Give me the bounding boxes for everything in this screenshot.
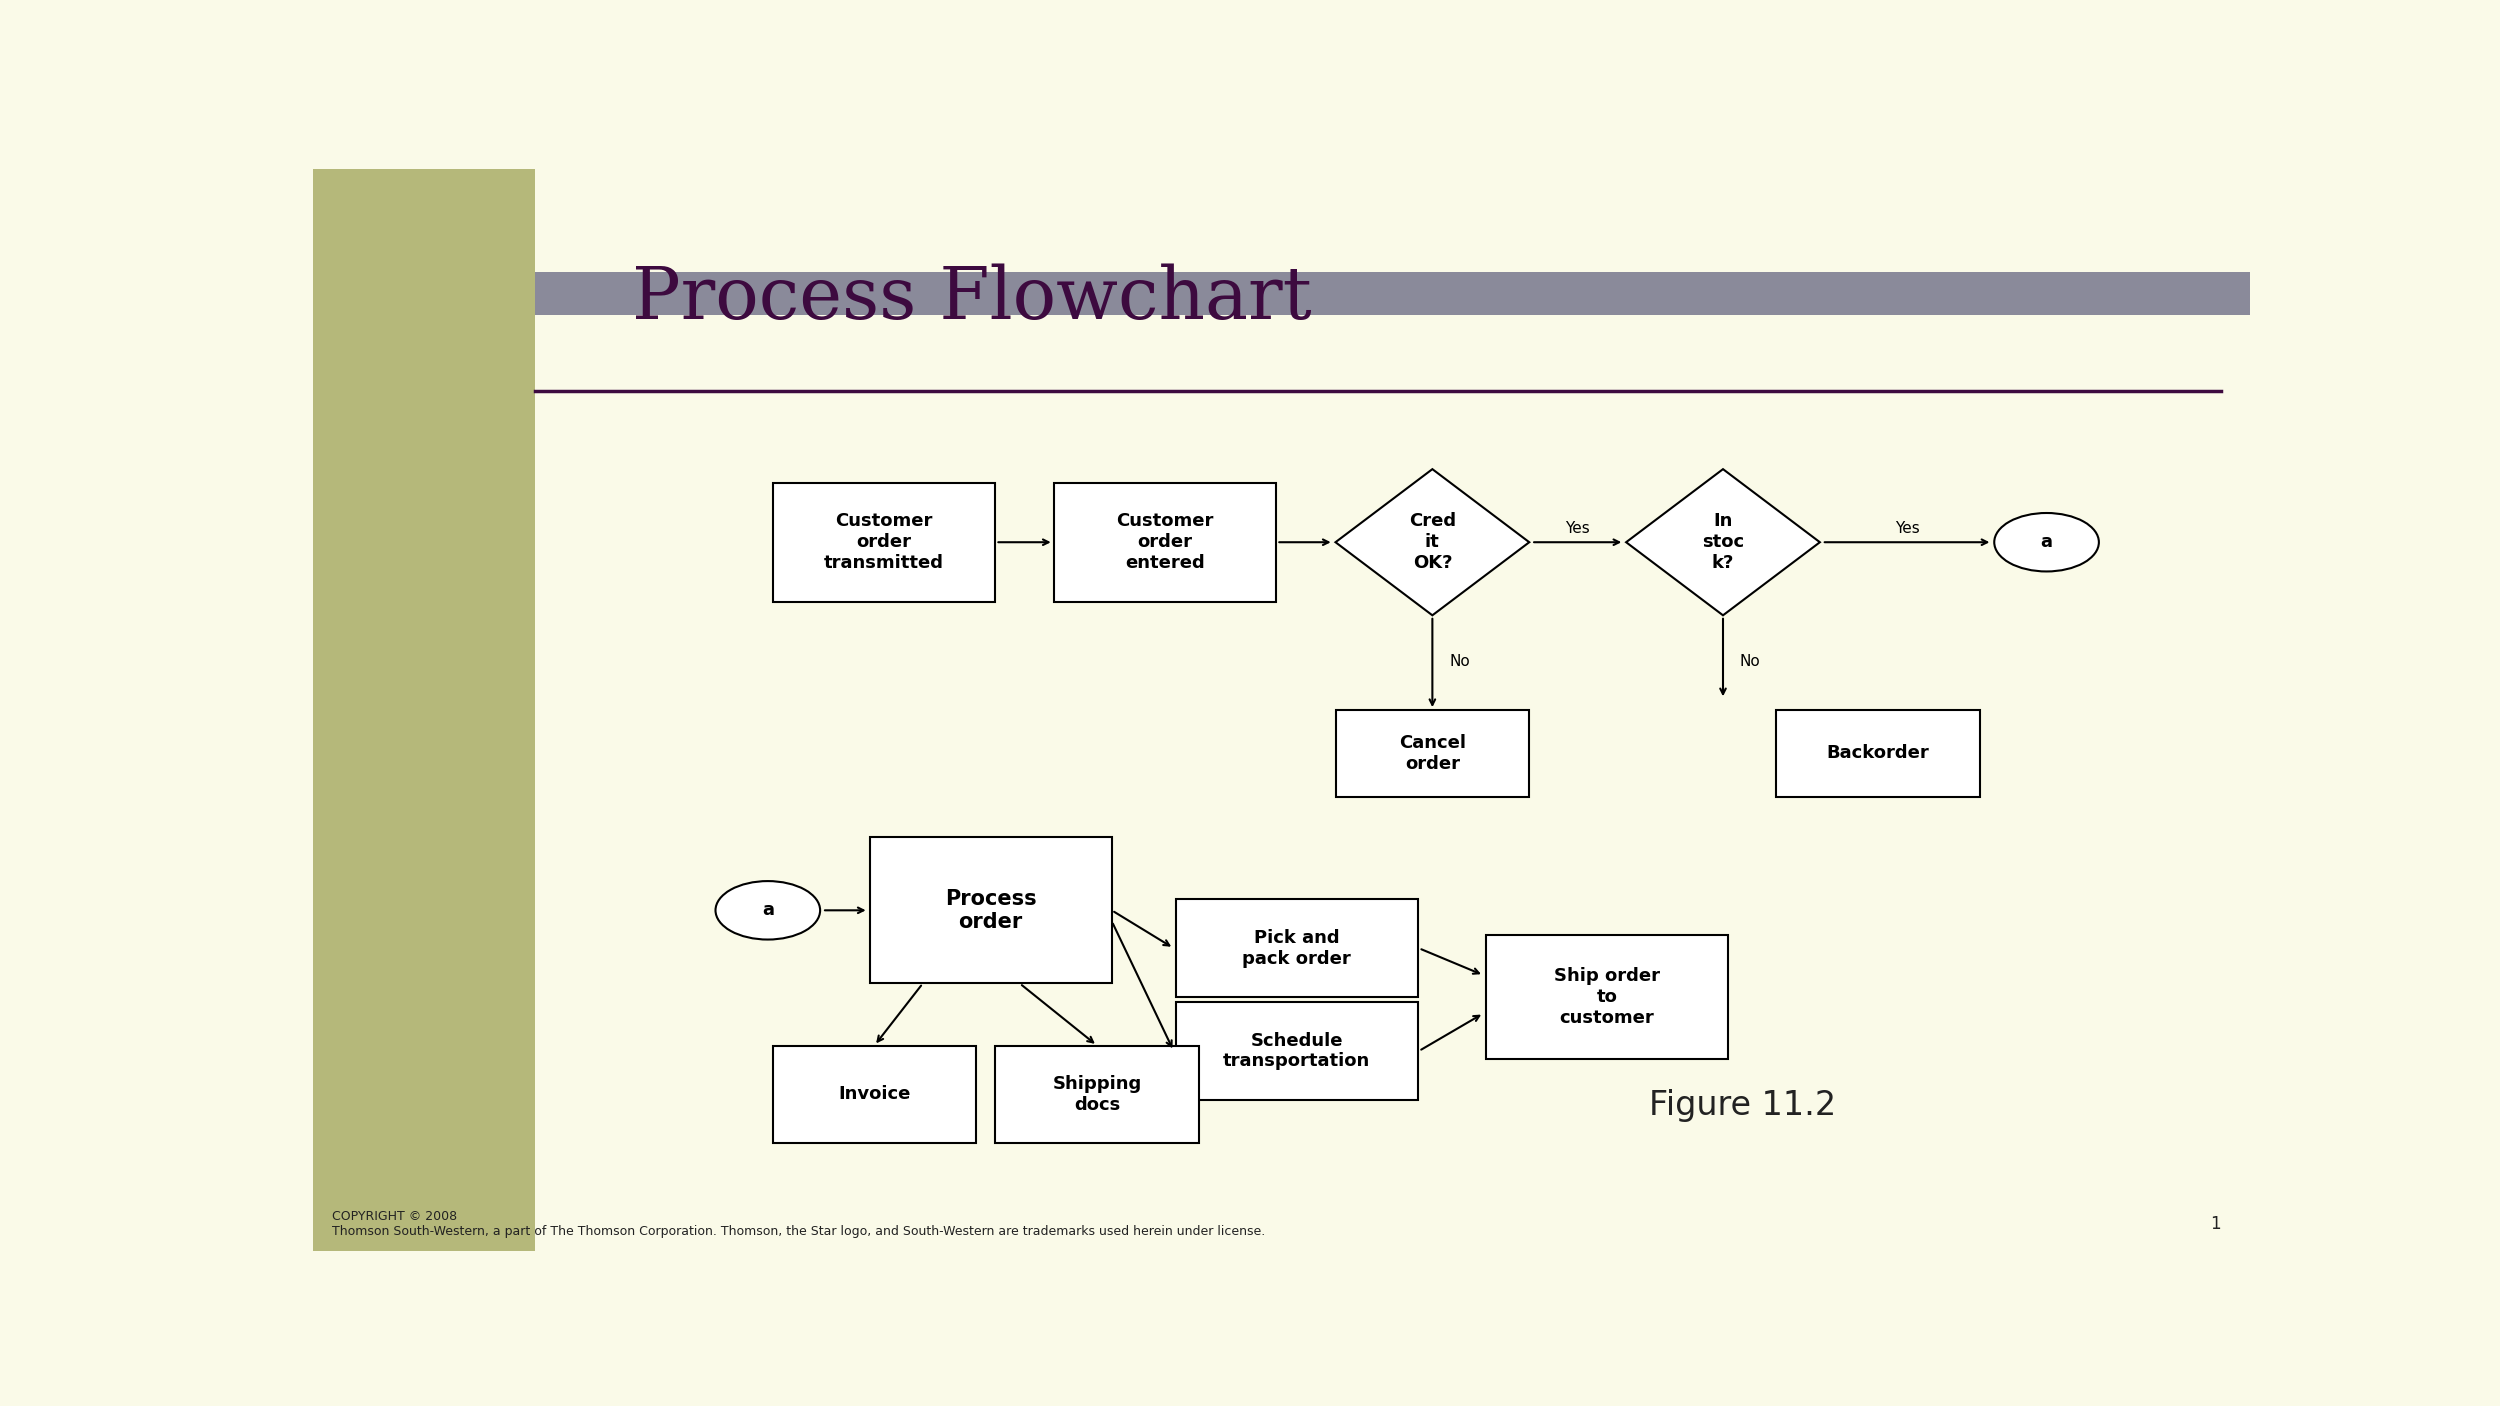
- FancyBboxPatch shape: [995, 1046, 1200, 1143]
- Text: Process
order: Process order: [945, 889, 1038, 932]
- Bar: [312, 169, 535, 1251]
- Text: a: a: [2040, 533, 2052, 551]
- Bar: [535, 271, 2250, 315]
- FancyBboxPatch shape: [1052, 482, 1278, 602]
- Text: Ship order
to
customer: Ship order to customer: [1555, 967, 1660, 1026]
- Text: Yes: Yes: [1565, 520, 1590, 536]
- Text: Backorder: Backorder: [1828, 744, 1930, 762]
- Text: No: No: [1740, 654, 1760, 669]
- Text: Customer
order
entered: Customer order entered: [1118, 512, 1212, 572]
- Polygon shape: [1625, 470, 1820, 616]
- Text: a: a: [762, 901, 775, 920]
- Text: Yes: Yes: [1895, 520, 1920, 536]
- Text: Cred
it
OK?: Cred it OK?: [1410, 512, 1455, 572]
- FancyBboxPatch shape: [1335, 710, 1530, 797]
- FancyBboxPatch shape: [1175, 1002, 1418, 1099]
- Text: 1: 1: [2210, 1215, 2220, 1233]
- Text: Customer
order
transmitted: Customer order transmitted: [825, 512, 945, 572]
- Text: In
stoc
k?: In stoc k?: [1703, 512, 1745, 572]
- FancyBboxPatch shape: [1778, 710, 1980, 797]
- FancyBboxPatch shape: [870, 837, 1112, 983]
- Text: Process Flowchart: Process Flowchart: [632, 263, 1312, 333]
- Polygon shape: [1335, 470, 1530, 616]
- FancyBboxPatch shape: [772, 1046, 975, 1143]
- Text: Figure 11.2: Figure 11.2: [1650, 1088, 1838, 1122]
- Text: Cancel
order: Cancel order: [1400, 734, 1465, 773]
- Circle shape: [1995, 513, 2100, 571]
- Circle shape: [715, 882, 820, 939]
- Text: Shipping
docs: Shipping docs: [1052, 1076, 1142, 1114]
- Text: Invoice: Invoice: [838, 1085, 910, 1104]
- Text: Pick and
pack order: Pick and pack order: [1242, 929, 1350, 967]
- Text: COPYRIGHT © 2008
Thomson South-Western, a part of The Thomson Corporation. Thoms: COPYRIGHT © 2008 Thomson South-Western, …: [332, 1211, 1265, 1239]
- Text: No: No: [1450, 654, 1470, 669]
- FancyBboxPatch shape: [1175, 900, 1418, 997]
- Text: Schedule
transportation: Schedule transportation: [1222, 1032, 1370, 1070]
- FancyBboxPatch shape: [1485, 935, 1728, 1059]
- FancyBboxPatch shape: [772, 482, 995, 602]
